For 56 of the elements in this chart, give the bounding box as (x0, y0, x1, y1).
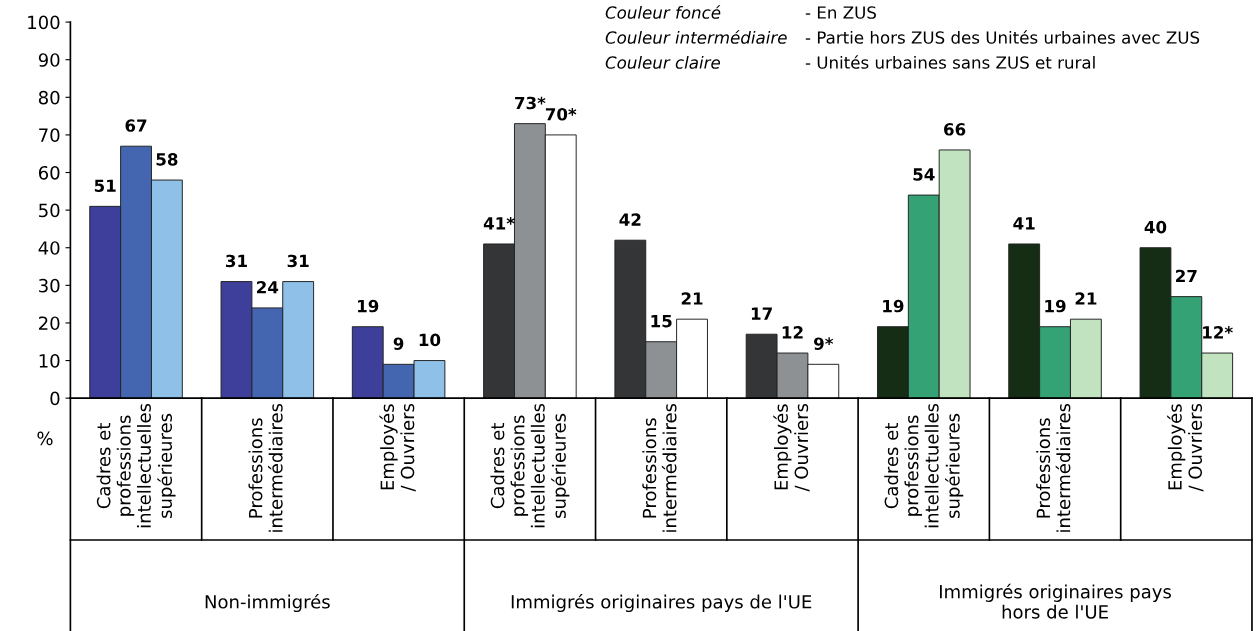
data-label: 58 (156, 153, 178, 166)
x-tick-label: Cadres et professions intellectuelles supérieures (490, 403, 570, 528)
data-label: 21 (681, 292, 703, 305)
data-label: 24 (257, 280, 279, 294)
text: Immigrés originaires pays de l'UE (511, 593, 812, 613)
data-label: 31 (287, 254, 309, 268)
x-tick-label: Professions intermédiaires (248, 403, 283, 532)
data-label: 66 (944, 123, 966, 136)
data-label: 12* (1203, 326, 1233, 339)
data-label: 73* (515, 96, 546, 110)
x-tick-label: Cadres et professions intellectuelles supérieures (96, 403, 176, 528)
annotation: Couleur intermédiaire (605, 30, 787, 44)
text: - En ZUS (805, 6, 876, 19)
data-label: 19 (358, 299, 379, 313)
x-tick-label: Professions intermédiaires (642, 403, 677, 532)
data-label: 51 (94, 179, 116, 193)
text: Couleur foncé (605, 5, 721, 19)
data-label: 67 (125, 119, 147, 132)
y-tick-label: 40 (38, 241, 60, 255)
x-tick-label: Cadres et professions intellectuelles supérieures (884, 403, 964, 528)
y-tick-label: 0 (50, 391, 60, 406)
data-label: 10 (419, 333, 441, 347)
data-label: 21 (1075, 292, 1097, 305)
annotation: - Unités urbaines sans ZUS et rural (805, 55, 1095, 69)
text: Immigrés originaires pays hors de l'UE (940, 583, 1171, 619)
data-label: 70* (545, 107, 577, 121)
data-label: 9 (393, 337, 404, 350)
x-tick-label: Employés / Ouvriers (379, 403, 416, 492)
data-label: 40 (1144, 220, 1167, 234)
annotation: Couleur claire (605, 55, 720, 69)
data-label: 19 (1045, 299, 1066, 313)
y-tick-label: 10 (39, 354, 60, 368)
y-tick-label: 60 (38, 165, 60, 180)
data-label: 17 (751, 307, 772, 320)
y-tick-label: 20 (39, 316, 60, 331)
data-label: 19 (883, 299, 904, 313)
data-label: 42 (619, 213, 641, 226)
data-label: 27 (1176, 269, 1197, 283)
y-tick-label: 30 (39, 278, 60, 293)
data-label: 41 (1013, 217, 1035, 230)
data-label: 12 (782, 326, 803, 339)
data-label: 54 (913, 168, 935, 181)
data-label: 31 (225, 254, 247, 268)
y-tick-label: 80 (38, 90, 60, 105)
y-tick-label: 70 (39, 128, 60, 143)
y-axis-title: % (37, 431, 53, 446)
y-tick-label: 100 (28, 15, 60, 30)
y-tick-label: 50 (39, 203, 60, 218)
annotation: - Partie hors ZUS des Unités urbaines avec ZUS (805, 30, 1200, 44)
x-tick-label: Employés / Ouvriers (773, 403, 810, 492)
data-label: 15 (651, 315, 672, 328)
x-tick-label: Employés / Ouvriers (1167, 403, 1204, 492)
x-tick-label: Professions intermédiaires (1036, 403, 1071, 532)
text: Non-immigrés (205, 593, 330, 613)
data-label: 9* (814, 337, 834, 350)
y-tick-label: 90 (38, 53, 60, 67)
